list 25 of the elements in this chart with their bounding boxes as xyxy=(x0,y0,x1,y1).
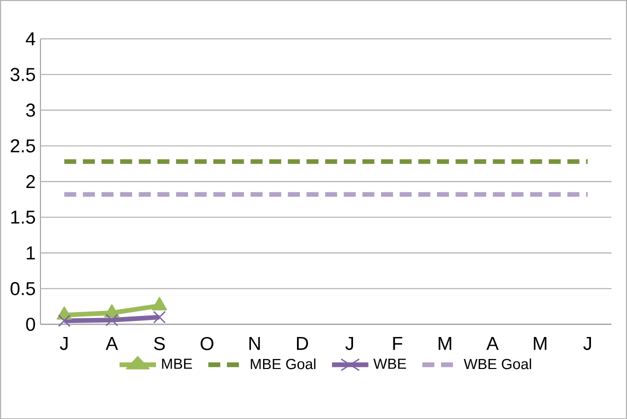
x-tick-label: M xyxy=(534,336,546,350)
x-tick-label: O xyxy=(200,336,214,350)
y-tick-label: 2.5 xyxy=(10,139,35,152)
legend-label: MBE xyxy=(162,358,192,369)
y-tick-label: 4 xyxy=(26,32,36,46)
x-tick-label: M xyxy=(438,336,452,350)
legend-label: MBE Goal xyxy=(250,358,316,370)
x-tick-label: J xyxy=(583,336,591,350)
x-tick-label: A xyxy=(486,336,499,350)
x-tick-label: A xyxy=(106,336,118,350)
y-tick-label: 0 xyxy=(26,318,36,331)
x-tick-label: N xyxy=(249,336,260,350)
y-tick-label: 1.5 xyxy=(11,210,35,224)
x-tick-label: J xyxy=(345,336,354,350)
legend-label: WBE xyxy=(373,358,406,369)
y-tick-label: 3.5 xyxy=(10,68,35,81)
x-tick-label: J xyxy=(60,336,68,350)
x-tick-label: D xyxy=(296,336,308,350)
y-tick-label: 2 xyxy=(26,174,35,188)
y-tick-label: 0.5 xyxy=(10,282,35,296)
legend-label: WBE Goal xyxy=(464,358,532,370)
y-tick-label: 1 xyxy=(26,246,35,260)
x-tick-label: F xyxy=(393,336,402,350)
y-tick-label: 3 xyxy=(26,103,35,117)
x-tick-label: S xyxy=(154,336,165,350)
